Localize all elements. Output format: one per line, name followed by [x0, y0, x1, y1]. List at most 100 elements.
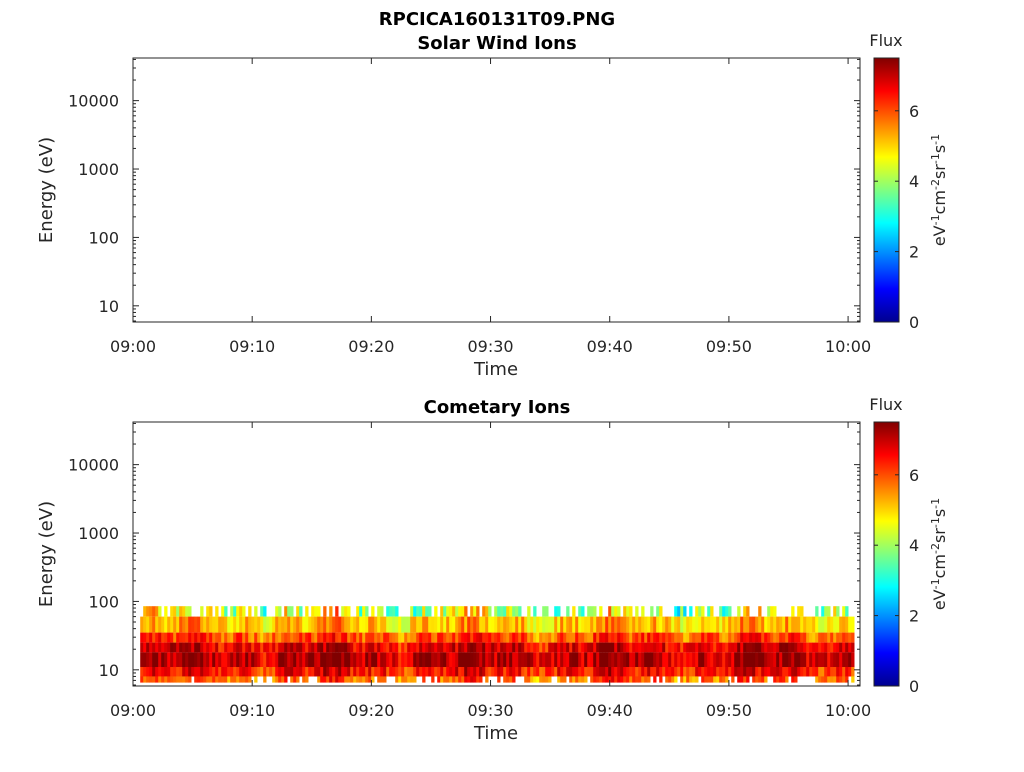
spectrogram-cell: [620, 667, 624, 677]
spectrogram-cell: [521, 652, 525, 667]
spectrogram-cell: [722, 667, 726, 677]
spectrogram-cell: [566, 667, 570, 677]
spectrogram-cell: [503, 632, 507, 643]
spectrogram-cell: [668, 642, 672, 653]
spectrogram-cell: [206, 632, 210, 643]
spectrogram-cell: [497, 642, 501, 653]
spectrogram-cell: [224, 632, 228, 643]
spectrogram-cell: [650, 606, 654, 617]
spectrogram-cell: [605, 676, 609, 683]
spectrogram-cell: [692, 667, 696, 677]
spectrogram-cell: [512, 606, 516, 617]
spectrogram-cell: [674, 676, 678, 683]
spectrogram-cell: [665, 667, 669, 677]
spectrogram-cell: [239, 676, 243, 683]
spectrogram-cell: [347, 632, 351, 643]
spectrogram-cell: [542, 616, 546, 633]
y-tick-label: 100: [88, 228, 119, 247]
spectrogram-cell: [275, 632, 279, 643]
spectrogram-cell: [578, 632, 582, 643]
spectrogram-cell: [707, 667, 711, 677]
spectrogram-cell: [659, 676, 663, 683]
spectrogram-cell: [464, 632, 468, 643]
spectrogram-cell: [827, 606, 831, 617]
spectrogram-cell: [635, 642, 639, 653]
spectrogram-cell: [836, 632, 840, 643]
spectrogram-cell: [473, 642, 477, 653]
spectrogram-cell: [614, 642, 618, 653]
spectrogram-cell: [668, 667, 672, 677]
spectrogram-cell: [443, 652, 447, 667]
spectrogram-cell: [161, 632, 165, 643]
spectrogram-cell: [305, 652, 309, 667]
spectrogram-cell: [176, 616, 180, 633]
spectrogram-cell: [623, 632, 627, 643]
spectrogram-cell: [419, 667, 423, 677]
y-tick-label: 10000: [68, 456, 119, 475]
spectrogram-cell: [641, 676, 645, 683]
spectrogram-cell: [194, 652, 198, 667]
spectrogram-cell: [659, 642, 663, 653]
spectrogram-cell: [356, 667, 360, 677]
spectrogram-cell: [179, 606, 183, 617]
spectrogram-cell: [341, 642, 345, 653]
spectrogram-cell: [824, 632, 828, 643]
spectrogram-cell: [224, 652, 228, 667]
spectrogram-cell: [476, 606, 480, 617]
spectrogram-cell: [563, 632, 567, 643]
spectrogram-cell: [200, 667, 204, 677]
spectrogram-cell: [470, 616, 474, 633]
spectrogram-cell: [665, 676, 669, 683]
spectrogram-cell: [518, 632, 522, 643]
spectrogram-cell: [242, 676, 246, 683]
spectrogram-cell: [221, 667, 225, 677]
spectrogram-cell: [539, 667, 543, 677]
spectrogram-cell: [653, 667, 657, 677]
spectrogram-cell: [677, 652, 681, 667]
spectrogram-cell: [251, 632, 255, 643]
spectrogram-cell: [407, 652, 411, 667]
spectrogram-cell: [389, 632, 393, 643]
spectrogram-cell: [164, 606, 168, 617]
spectrogram-cell: [713, 676, 717, 683]
spectrogram-cell: [503, 676, 507, 683]
spectrogram-cell: [830, 667, 834, 677]
spectrogram-cell: [524, 667, 528, 677]
spectrogram-cell: [245, 667, 249, 677]
spectrogram-cell: [635, 652, 639, 667]
spectrogram-cell: [272, 652, 276, 667]
spectrogram-cell: [809, 652, 813, 667]
spectrogram-cell: [746, 667, 750, 677]
spectrogram-cell: [695, 642, 699, 653]
spectrogram-cell: [347, 652, 351, 667]
spectrogram-cell: [851, 632, 855, 643]
spectrogram-cell: [140, 642, 144, 653]
x-axis-label: Time: [473, 723, 518, 744]
spectrogram-cell: [266, 642, 270, 653]
spectrogram-cell: [176, 676, 180, 683]
spectrogram-cell: [719, 616, 723, 633]
spectrogram-cell: [446, 676, 450, 683]
spectrogram-cell: [521, 616, 525, 633]
spectrogram-cell: [410, 667, 414, 677]
spectrogram-cell: [521, 667, 525, 677]
spectrogram-cell: [275, 606, 279, 617]
spectrogram-cell: [323, 616, 327, 633]
spectrogram-cell: [299, 667, 303, 677]
spectrogram-cell: [614, 667, 618, 677]
spectrogram-cell: [686, 616, 690, 633]
spectrogram-cell: [815, 667, 819, 677]
spectrogram-cell: [836, 652, 840, 667]
spectrogram-cell: [602, 667, 606, 677]
spectrogram-cell: [344, 632, 348, 643]
spectrogram-cell: [143, 616, 147, 633]
spectrogram-cell: [851, 667, 855, 677]
spectrogram-cell: [479, 676, 483, 683]
spectrogram-cell: [719, 606, 723, 617]
spectrogram-cell: [215, 642, 219, 653]
spectrogram-cell: [227, 616, 231, 633]
spectrogram-cell: [719, 667, 723, 677]
spectrogram-cell: [548, 616, 552, 633]
spectrogram-cell: [335, 667, 339, 677]
spectrogram-cell: [518, 667, 522, 677]
